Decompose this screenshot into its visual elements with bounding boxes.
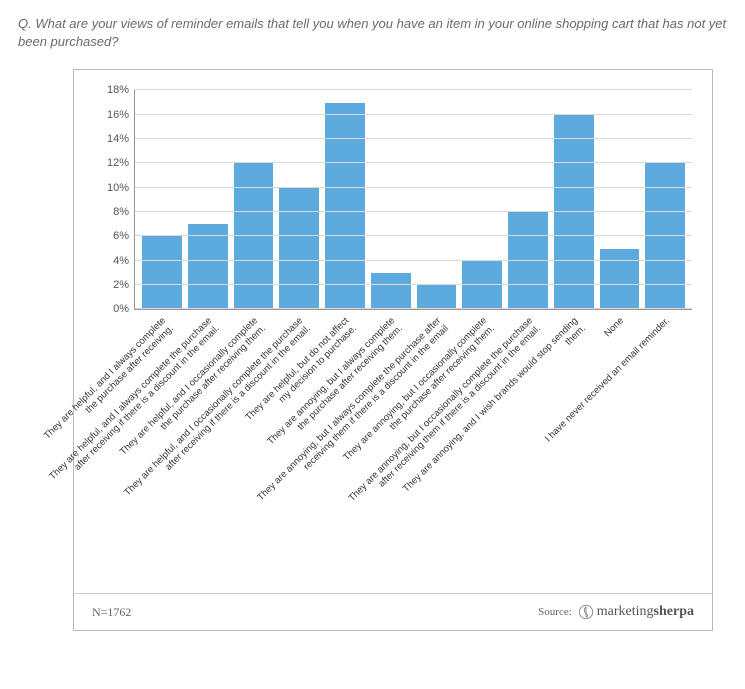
gridline <box>135 284 692 285</box>
bar <box>325 103 365 310</box>
y-tick-label: 2% <box>113 279 129 291</box>
bars-group <box>135 90 692 309</box>
gridline <box>135 89 692 90</box>
plot-area: 0%2%4%6%8%10%12%14%16%18% <box>134 90 692 310</box>
x-labels-group: They are helpful, and I always complete … <box>134 310 692 585</box>
gridline <box>135 260 692 261</box>
bar <box>554 115 594 310</box>
question-text: Q. What are your views of reminder email… <box>18 15 727 51</box>
gridline <box>135 187 692 188</box>
y-tick-label: 0% <box>113 303 129 315</box>
chart-footer: N=1762 Source: marketingsherpa <box>74 593 712 630</box>
bar <box>600 249 640 310</box>
brand-bold: sherpa <box>654 604 694 619</box>
bar <box>188 224 228 309</box>
y-tick-label: 14% <box>107 133 129 145</box>
sherpa-icon <box>578 604 594 620</box>
y-tick-label: 6% <box>113 230 129 242</box>
bar <box>142 236 182 309</box>
gridline <box>135 308 692 309</box>
bar <box>462 261 502 310</box>
bar <box>371 273 411 309</box>
gridline <box>135 114 692 115</box>
y-tick-label: 10% <box>107 182 129 194</box>
gridline <box>135 211 692 212</box>
gridline <box>135 138 692 139</box>
y-tick-label: 18% <box>107 84 129 96</box>
marketingsherpa-logo: marketingsherpa <box>578 604 694 620</box>
brand-light: marketing <box>597 604 654 619</box>
sample-size: N=1762 <box>92 605 131 620</box>
y-tick-label: 8% <box>113 206 129 218</box>
gridline <box>135 235 692 236</box>
source-prefix: Source: <box>538 606 572 618</box>
y-tick-label: 12% <box>107 157 129 169</box>
x-label-slot: I have never received an email reminder. <box>645 310 685 585</box>
gridline <box>135 162 692 163</box>
bar <box>279 188 319 310</box>
y-tick-label: 16% <box>107 109 129 121</box>
source-attribution: Source: marketingsherpa <box>538 604 694 620</box>
chart-container: 0%2%4%6%8%10%12%14%16%18% They are helpf… <box>73 69 713 631</box>
y-tick-label: 4% <box>113 255 129 267</box>
bar <box>417 285 457 309</box>
